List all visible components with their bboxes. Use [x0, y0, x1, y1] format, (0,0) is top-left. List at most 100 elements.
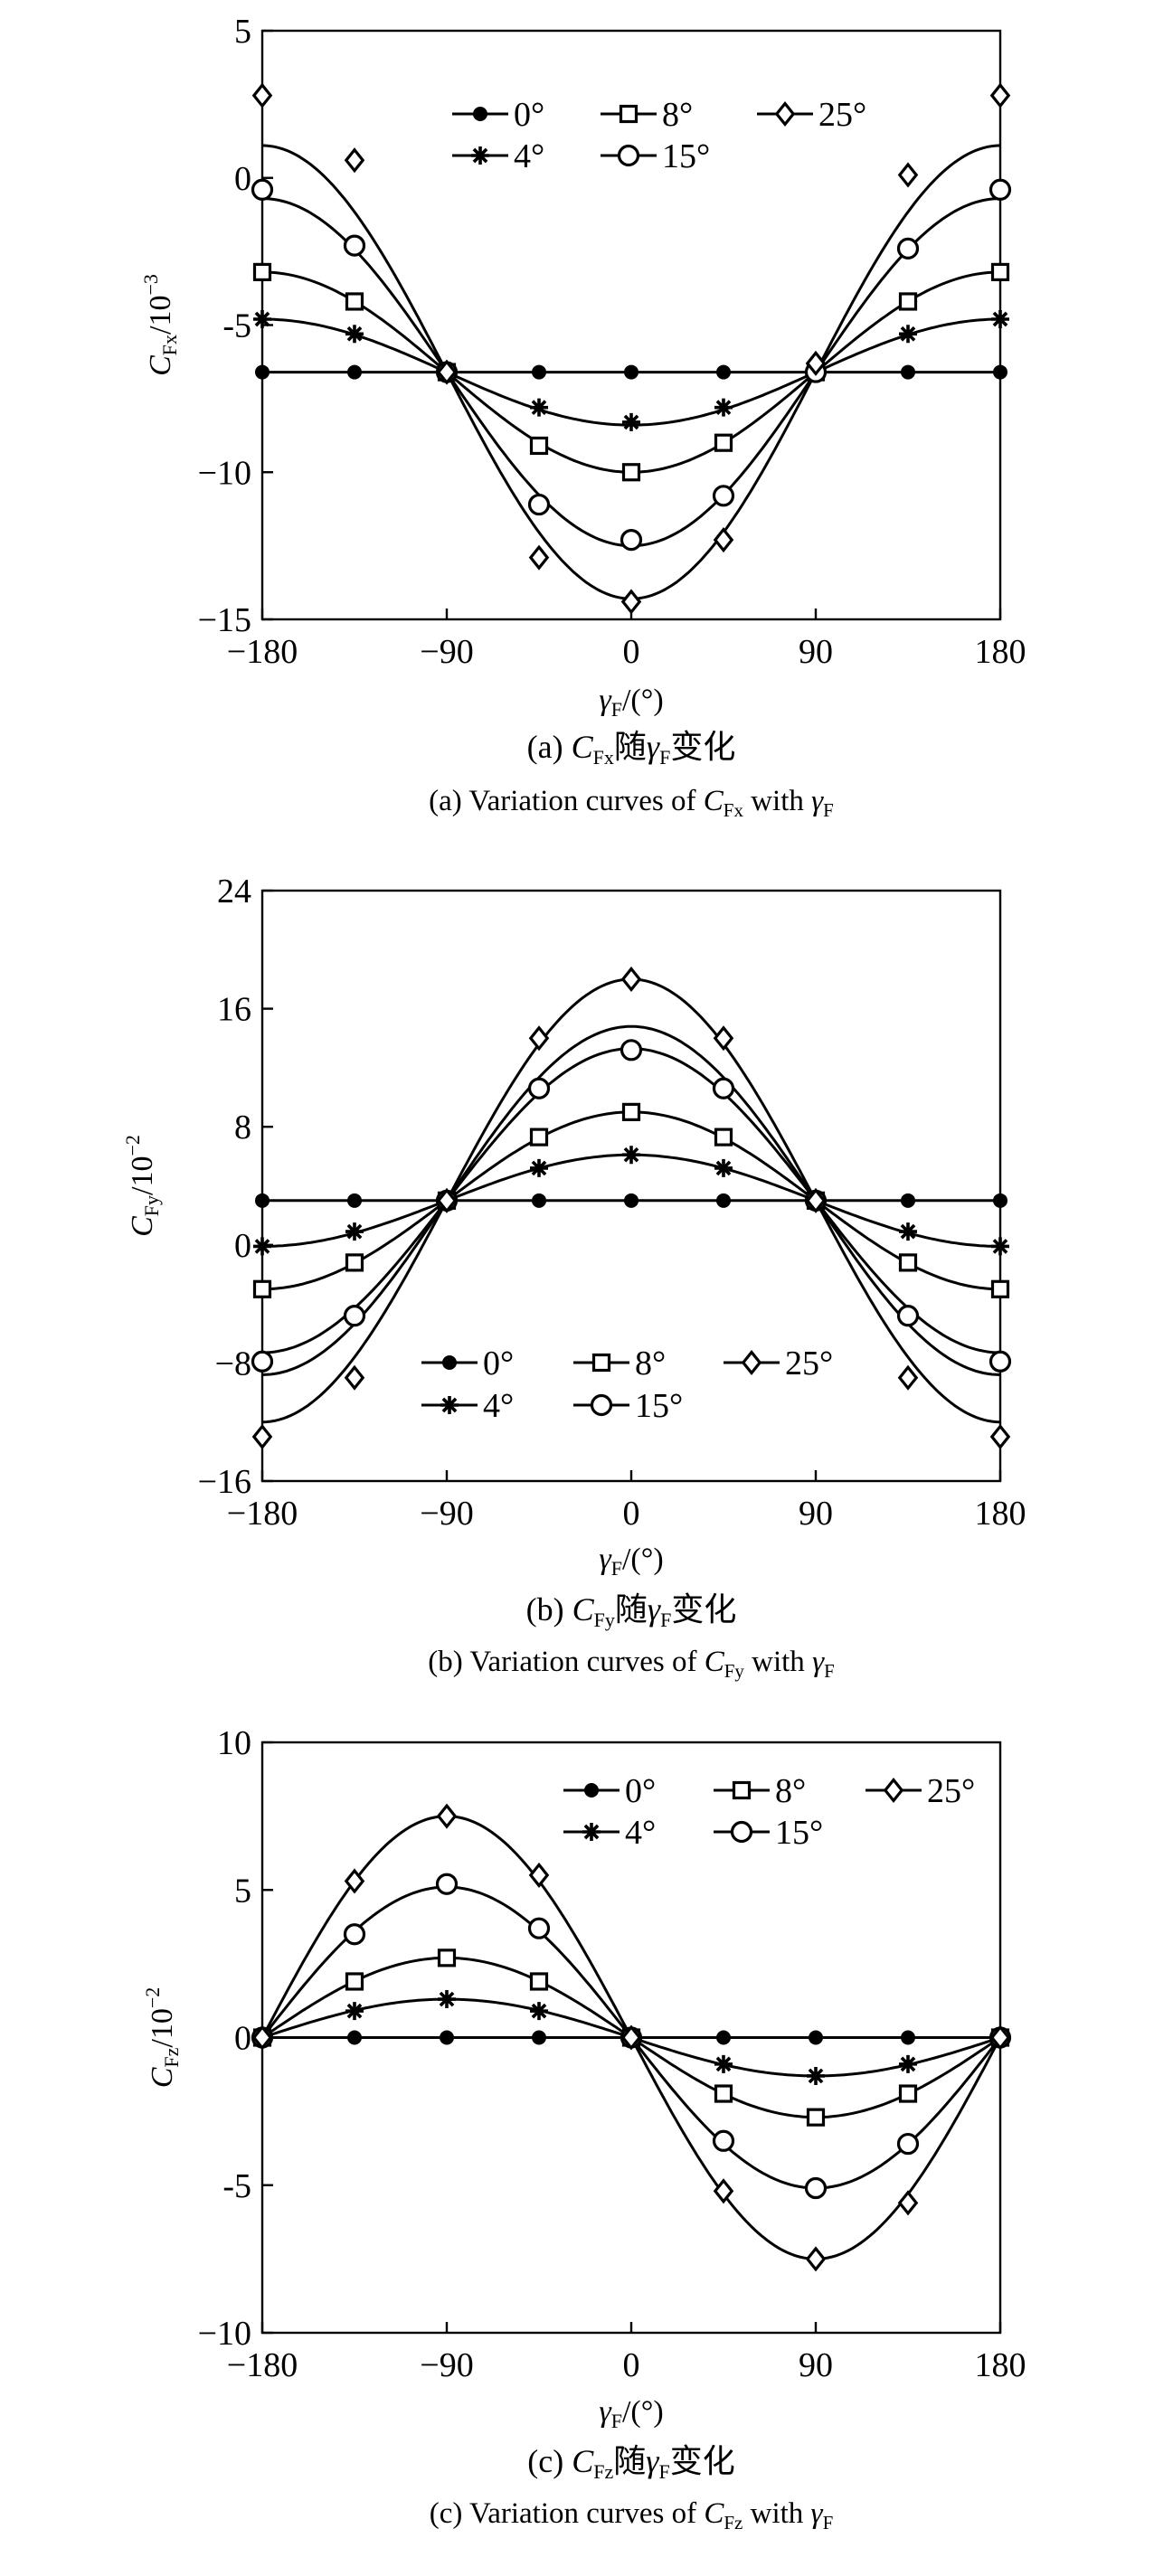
data-point-4deg [899, 325, 917, 344]
y-tick-label: −15 [198, 601, 251, 639]
legend-item: 0° [452, 96, 544, 134]
data-point-4deg [438, 1990, 456, 2009]
data-point-8deg [898, 2084, 918, 2103]
x-tick-label: −90 [420, 1495, 473, 1533]
legend-marker [741, 1349, 762, 1376]
data-point-15deg [435, 1873, 459, 1895]
y-tick-label: 5 [234, 13, 251, 51]
data-point-15deg [896, 237, 920, 259]
legend-item: 4° [421, 1387, 514, 1425]
data-point-8deg [345, 292, 364, 311]
legend-label: 15° [635, 1387, 683, 1425]
data-point-25deg [989, 2024, 1011, 2051]
caption-text: (a) CFx随γF变化 [527, 729, 736, 769]
x-tick-label: −90 [420, 2346, 473, 2384]
caption-text: (c) Variation curves of CFz with γF [430, 2497, 834, 2534]
data-point-4deg [714, 1158, 733, 1177]
data-point-0deg [716, 364, 731, 380]
y-axis-label: CFz/10−2 [141, 1987, 183, 2089]
data-point-4deg [345, 1222, 364, 1241]
data-point-4deg [714, 2054, 733, 2073]
data-point-0deg [347, 1193, 362, 1208]
data-point-15deg [988, 1350, 1012, 1373]
x-tick-label: 90 [799, 1495, 833, 1533]
caption-text: (a) Variation curves of CFx with γF [429, 785, 834, 821]
legend-label: 15° [775, 1814, 823, 1852]
y-tick-label: −8 [215, 1345, 251, 1382]
x-axis-label: γF/(°) [599, 684, 663, 721]
data-point-8deg [345, 1253, 364, 1272]
data-point-15deg [251, 1350, 274, 1373]
data-point-0deg [901, 364, 915, 380]
data-point-4deg [253, 309, 271, 328]
data-point-25deg [897, 162, 919, 188]
legend-item: 0° [421, 1345, 514, 1382]
data-point-8deg [898, 292, 918, 311]
data-point-15deg [343, 1305, 366, 1327]
data-point-15deg [343, 234, 366, 257]
x-tick-label: 180 [975, 633, 1026, 671]
data-point-25deg [251, 1423, 273, 1450]
data-point-25deg [251, 82, 273, 109]
legend-marker [619, 104, 638, 124]
data-point-0deg [532, 364, 546, 380]
data-point-25deg [620, 966, 642, 993]
data-point-4deg [622, 1146, 640, 1165]
data-point-4deg [253, 1237, 271, 1256]
data-point-15deg [712, 2129, 735, 2152]
data-point-15deg [804, 2176, 828, 2200]
data-point-15deg [712, 485, 735, 507]
data-point-0deg [347, 2030, 362, 2045]
data-point-25deg [344, 1868, 365, 1894]
y-tick-label: -5 [222, 2167, 251, 2205]
x-tick-label: 180 [975, 1495, 1026, 1533]
legend-label: 0° [625, 1772, 656, 1810]
data-point-0deg [809, 2030, 823, 2045]
data-point-25deg [620, 589, 642, 615]
legend-item: 0° [563, 1772, 656, 1810]
data-point-8deg [437, 1949, 457, 1967]
legend-label: 0° [514, 96, 544, 134]
data-point-4deg [991, 309, 1009, 328]
chart-panel-c: −180 −90 0 90 180 10 5 0 -5 −10 0° 8° 25° 4° 15° CFz/10… [141, 1724, 1026, 2534]
y-tick-label: 10 [217, 1724, 251, 1762]
y-tick-label: 0 [234, 160, 251, 198]
y-tick-label: 16 [217, 991, 251, 1029]
data-point-25deg [897, 1364, 919, 1391]
data-point-15deg [343, 1923, 366, 1946]
data-point-4deg [530, 1158, 548, 1177]
legend-marker [883, 1777, 904, 1804]
data-point-8deg [806, 2108, 826, 2127]
legend-marker [732, 1780, 752, 1800]
data-point-8deg [714, 433, 733, 452]
chart-panel-b: −180 −90 0 90 180 24 16 8 0 −8 −16 0° 8° 25° 4° 15° CFy/… [121, 873, 1026, 1682]
y-tick-label: −10 [198, 2315, 251, 2353]
data-point-25deg [344, 1364, 365, 1391]
data-point-4deg [530, 398, 548, 417]
data-point-0deg [347, 364, 362, 380]
data-point-25deg [436, 1803, 458, 1829]
data-point-25deg [805, 1187, 827, 1213]
y-tick-label: 0 [234, 1227, 251, 1265]
legend-marker [440, 1396, 459, 1414]
data-point-4deg [530, 2002, 548, 2021]
data-point-15deg [527, 1077, 551, 1099]
data-point-25deg [528, 1862, 550, 1888]
x-tick-label: 0 [623, 1495, 640, 1533]
legend-item: 15° [714, 1814, 823, 1852]
data-point-4deg [807, 2066, 825, 2085]
legend-marker [584, 1783, 599, 1798]
data-point-25deg [805, 2246, 827, 2272]
legend-item: 4° [452, 137, 544, 175]
data-point-0deg [255, 364, 270, 380]
legend-label: 8° [662, 96, 693, 134]
data-point-8deg [529, 1128, 549, 1146]
chart-panel-a: −180 −90 0 90 180 5 0 -5 −10 −15 0° 8° 25° 4° 15° CFx/1… [139, 13, 1026, 821]
data-point-8deg [990, 262, 1010, 282]
legend-item: 25° [757, 96, 866, 134]
data-point-25deg [713, 2178, 734, 2204]
y-tick-label: 5 [234, 1872, 251, 1910]
y-tick-label: -5 [222, 307, 251, 345]
data-point-0deg [716, 2030, 731, 2045]
